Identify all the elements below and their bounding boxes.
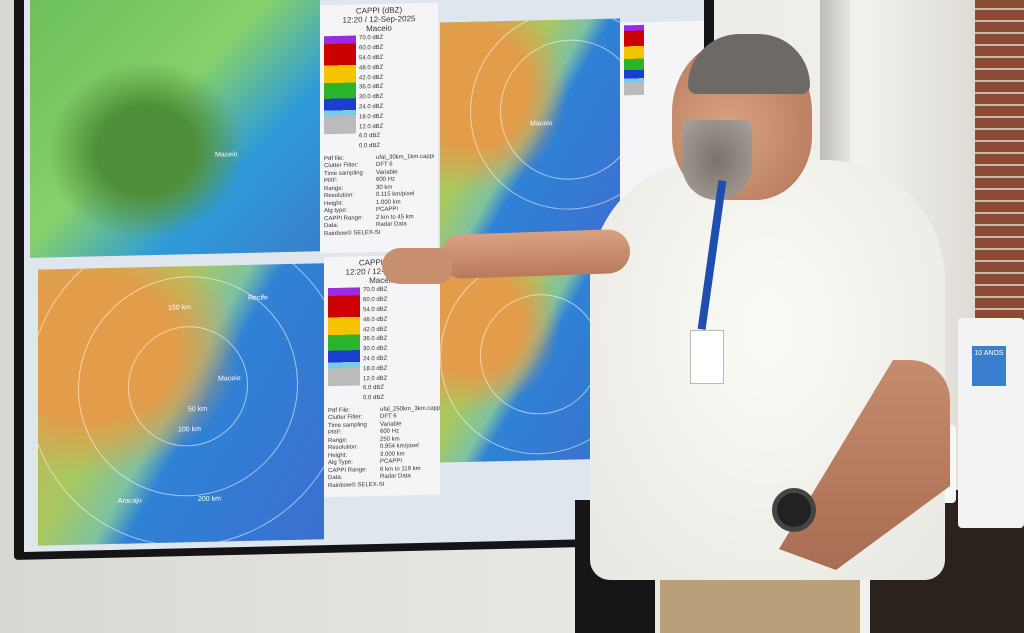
scale-tick: 24.0 dBZ <box>359 103 384 111</box>
map-label: 50 km <box>188 405 208 414</box>
legend-footer: Rainbow® SELEX-SI <box>328 481 385 490</box>
scale-tick: 36.0 dBZ <box>359 84 384 91</box>
wristwatch <box>772 488 816 532</box>
scale-tick: 6.0 dBZ <box>363 385 385 392</box>
map-label: Maceio <box>218 375 241 383</box>
scale-tick: 54.0 dBZ <box>363 306 388 314</box>
scale-tick: 0.0 dBZ <box>363 394 385 402</box>
scale-tick: 30.0 dBZ <box>363 345 388 353</box>
color-scale-bar <box>324 35 356 135</box>
legend-panel-top: CAPPI (dBZ) 12:20 / 12-Sep-2025 Maceio 7… <box>320 2 438 254</box>
scale-tick: 12.0 dBZ <box>363 375 388 382</box>
legend-site: Maceio <box>366 23 392 33</box>
scale-tick: 48.0 dBZ <box>363 316 388 324</box>
radar-map-bottom-right <box>440 262 610 463</box>
field-value: Radar Data <box>376 221 407 229</box>
scale-tick: 70.0 dBZ <box>363 287 388 294</box>
color-scale-bar <box>328 287 360 387</box>
fridge-logo: 10 ANOS <box>972 346 1006 386</box>
map-label: Maceio <box>530 120 553 128</box>
scale-tick: 6.0 dBZ <box>359 133 381 140</box>
scale-tick: 12.0 dBZ <box>359 123 384 130</box>
man-hair <box>688 34 810 94</box>
scale-tick: 30.0 dBZ <box>359 94 384 101</box>
radar-map-bottom-left: Recife 150 km 100 km 50 km Maceio Aracaj… <box>38 263 324 546</box>
man-pointing-hand <box>382 248 452 284</box>
scale-tick: 42.0 dBZ <box>359 74 384 81</box>
map-label: 100 km <box>178 425 201 434</box>
scale-tick: 70.0 dBZ <box>359 35 384 42</box>
map-label: Recife <box>248 294 268 302</box>
scale-tick: 42.0 dBZ <box>363 326 388 333</box>
satellite-map-top-left: Maceio <box>30 0 320 258</box>
scale-tick: 48.0 dBZ <box>359 64 384 72</box>
scale-tick: 0.0 dBZ <box>359 143 381 150</box>
id-badge <box>690 330 724 384</box>
map-label: 150 km <box>168 304 191 312</box>
map-label: Aracaju <box>118 497 142 505</box>
scale-tick: 60.0 dBZ <box>359 45 384 52</box>
scale-tick: 24.0 dBZ <box>363 355 388 363</box>
map-label: 200 km <box>198 495 221 504</box>
scale-tick: 36.0 dBZ <box>363 336 388 343</box>
scale-tick: 18.0 dBZ <box>363 365 388 373</box>
field-value: Radar Data <box>380 473 411 481</box>
scale-tick: 60.0 dBZ <box>363 296 388 304</box>
radar-map-top-right: Maceio <box>440 18 620 251</box>
scale-tick: 54.0 dBZ <box>359 54 384 62</box>
legend-footer: Rainbow® SELEX-SI <box>324 229 381 238</box>
man-pointing-arm <box>439 228 631 280</box>
scale-tick: 18.0 dBZ <box>359 113 384 121</box>
brick-wall <box>975 0 1024 320</box>
map-label: Maceio <box>215 151 238 159</box>
legend-panel-bottom: CAPPI (dBZ) 12:20 / 12-Sep-2025 Maceio 7… <box>324 254 442 498</box>
